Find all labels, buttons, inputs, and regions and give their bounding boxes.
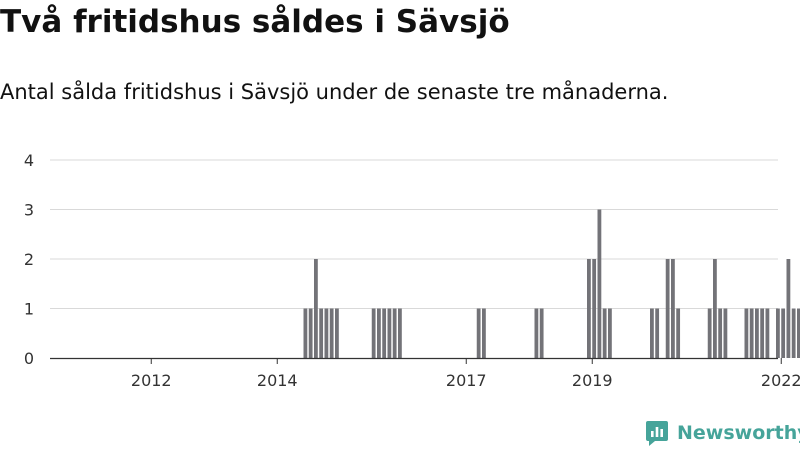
bar [765,308,770,358]
bar [371,308,376,358]
bar [781,308,786,358]
bar [476,308,481,358]
bar [597,209,602,358]
bar [482,308,486,358]
bar [592,259,597,358]
bar [786,259,791,358]
bar [713,259,717,358]
brand-name: Newsworthy [677,421,800,444]
x-tick-label: 2017 [446,371,487,390]
bar [707,308,712,358]
bar [776,308,780,358]
bar [308,308,313,358]
x-tick-label: 2022 [761,371,800,390]
bar [382,308,387,358]
bar [392,308,397,358]
bar [608,308,612,358]
bar [314,259,318,358]
chart-title: Två fritidshus såldes i Sävsjö [0,4,510,40]
brand-logo: Newsworthy [645,419,800,447]
x-tick-label: 2012 [131,371,172,390]
bar [655,308,660,358]
bar [387,308,392,358]
bar [760,308,765,358]
y-tick-label: 4 [24,151,34,170]
bar [723,308,728,358]
y-tick-label: 1 [24,300,34,319]
x-tick-label: 2019 [572,371,613,390]
y-tick-label: 3 [24,201,34,220]
y-tick-label: 2 [24,250,34,269]
bar-chart: 012342012201420172019202220242 [24,151,800,390]
bar [671,259,675,358]
bar [749,308,754,358]
bar [539,308,544,358]
bar [665,259,670,358]
bar [650,308,654,358]
newsworthy-logo-icon [646,421,668,446]
bar [303,308,308,358]
bar [377,308,381,358]
bar [324,308,329,358]
bar [587,259,591,358]
bar [335,308,339,358]
bar [755,308,759,358]
bar [718,308,723,358]
bar [744,308,749,358]
bar [329,308,334,358]
bar [602,308,607,358]
y-tick-label: 0 [24,349,34,368]
bar [797,308,800,358]
chart-subtitle: Antal sålda fritidshus i Sävsjö under de… [0,80,669,104]
bar [791,308,796,358]
x-tick-label: 2014 [257,371,298,390]
bar [676,308,681,358]
bar [398,308,402,358]
bar [319,308,324,358]
bar [534,308,539,358]
